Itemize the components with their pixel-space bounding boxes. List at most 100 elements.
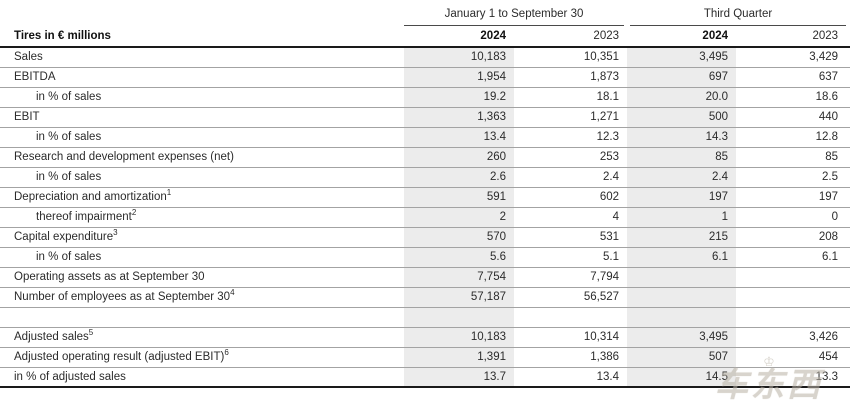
value-cell: 697: [627, 67, 737, 88]
value-cell: 215: [627, 227, 737, 248]
col-header-ytd-2023: 2023: [514, 26, 628, 48]
value-cell: 602: [514, 187, 628, 208]
value-cell: 507: [627, 347, 737, 368]
empty-corner-cell: [0, 4, 404, 26]
row-label: EBIT: [0, 107, 404, 128]
value-cell: 1,873: [514, 67, 628, 88]
value-cell: 56,527: [514, 287, 628, 308]
row-label: in % of sales: [0, 247, 404, 268]
value-cell: 637: [736, 67, 850, 88]
row-label-text: Sales: [14, 51, 43, 64]
table-row: Depreciation and amortization1 591 602 197 1…: [0, 187, 850, 208]
row-label-text: thereof impairment: [36, 211, 132, 223]
table-row: Adjusted operating result (adjusted EBIT…: [0, 347, 850, 368]
value-cell: 1,386: [514, 347, 628, 368]
table-row: thereof impairment2 2 4 1 0: [0, 207, 850, 228]
table-row: Sales 10,183 10,351 3,495 3,429: [0, 47, 850, 68]
value-cell: 19.2: [404, 87, 514, 108]
table-title: Tires in € millions: [0, 26, 404, 48]
value-cell: 10,351: [514, 47, 628, 68]
row-label-text: in % of adjusted sales: [14, 370, 126, 383]
value-cell: 13.4: [404, 127, 514, 148]
table-row: Adjusted sales5 10,183 10,314 3,495 3,426: [0, 327, 850, 348]
table-row: in % of sales 2.6 2.4 2.4 2.5: [0, 167, 850, 188]
row-label: [0, 307, 404, 328]
row-label: Sales: [0, 47, 404, 68]
value-cell: 13.3: [736, 367, 850, 388]
value-cell: 85: [627, 147, 737, 168]
row-label-text: Number of employees as at September 30: [14, 291, 231, 303]
footnote-marker: 3: [113, 228, 118, 238]
value-cell: [736, 307, 850, 328]
value-cell: 57,187: [404, 287, 514, 308]
value-cell: 2.4: [627, 167, 737, 188]
value-cell: 13.4: [514, 367, 628, 388]
value-cell: [404, 307, 514, 328]
table-row: in % of sales 5.6 5.1 6.1 6.1: [0, 247, 850, 268]
value-cell: 13.7: [404, 367, 514, 388]
value-cell: 454: [736, 347, 850, 368]
footnote-marker: 5: [88, 328, 94, 338]
row-label-text: Operating assets as at September 30: [14, 271, 205, 283]
value-cell: 570: [404, 227, 514, 248]
period-group-ytd: January 1 to September 30: [404, 4, 627, 26]
row-label-text: EBITDA: [14, 71, 56, 83]
value-cell: 6.1: [736, 247, 850, 268]
row-label: thereof impairment2: [0, 207, 404, 228]
table-row: in % of adjusted sales 13.7 13.4 14.5 13.3: [0, 367, 850, 388]
value-cell: 85: [736, 147, 850, 168]
value-cell: [514, 307, 628, 328]
value-cell: 0: [736, 207, 850, 228]
value-cell: 12.3: [514, 127, 628, 148]
row-label-text: Adjusted sales: [14, 331, 89, 343]
table-row: Research and development expenses (net) 2…: [0, 147, 850, 168]
row-label-text: Adjusted operating result (adjusted EBIT…: [14, 351, 225, 363]
value-cell: [736, 287, 850, 308]
value-cell: 18.1: [514, 87, 628, 108]
row-label: in % of sales: [0, 127, 404, 148]
row-label: in % of sales: [0, 87, 404, 108]
footnote-marker: 6: [224, 348, 229, 358]
value-cell: 440: [736, 107, 850, 128]
value-cell: 10,183: [404, 47, 514, 68]
period-group-ytd-label: January 1 to September 30: [404, 8, 625, 26]
row-label-text: in % of sales: [36, 251, 102, 263]
value-cell: 3,429: [736, 47, 850, 68]
value-cell: 1,954: [404, 67, 514, 88]
row-label: EBITDA: [0, 67, 404, 88]
table-row: Operating assets as at September 30 7,754…: [0, 267, 850, 288]
value-cell: 500: [627, 107, 737, 128]
row-label-text: in % of sales: [36, 91, 102, 103]
value-cell: 1,363: [404, 107, 514, 128]
value-cell: 10,183: [404, 327, 514, 348]
value-cell: [736, 267, 850, 288]
period-group-q3: Third Quarter: [627, 4, 850, 26]
value-cell: 208: [736, 227, 850, 248]
value-cell: 2.6: [404, 167, 514, 188]
value-cell: 6.1: [627, 247, 737, 268]
table-header: January 1 to September 30 Third Quarter …: [0, 4, 850, 48]
row-label: Number of employees as at September 304: [0, 287, 404, 308]
value-cell: 1,271: [514, 107, 628, 128]
value-cell: 3,495: [627, 327, 737, 348]
value-cell: 3,495: [627, 47, 737, 68]
value-cell: 14.5: [627, 367, 737, 388]
col-header-ytd-2024: 2024: [404, 26, 514, 48]
table-row: in % of sales 19.2 18.1 20.0 18.6: [0, 87, 850, 108]
table-row: EBIT 1,363 1,271 500 440: [0, 107, 850, 128]
period-group-row: January 1 to September 30 Third Quarter: [0, 4, 850, 26]
year-header-row: Tires in € millions 2024 2023 2024 2023: [0, 26, 850, 48]
value-cell: 591: [404, 187, 514, 208]
value-cell: 1: [627, 207, 737, 228]
row-label: Adjusted operating result (adjusted EBIT…: [0, 347, 404, 368]
value-cell: 5.6: [404, 247, 514, 268]
col-header-q3-2023: 2023: [736, 26, 850, 48]
footnote-marker: 2: [131, 208, 137, 218]
value-cell: 197: [736, 187, 850, 208]
row-label: Operating assets as at September 30: [0, 267, 404, 288]
value-cell: 10,314: [514, 327, 628, 348]
row-label-text: in % of sales: [36, 171, 102, 183]
table-row: EBITDA 1,954 1,873 697 637: [0, 67, 850, 88]
row-label: in % of sales: [0, 167, 404, 188]
